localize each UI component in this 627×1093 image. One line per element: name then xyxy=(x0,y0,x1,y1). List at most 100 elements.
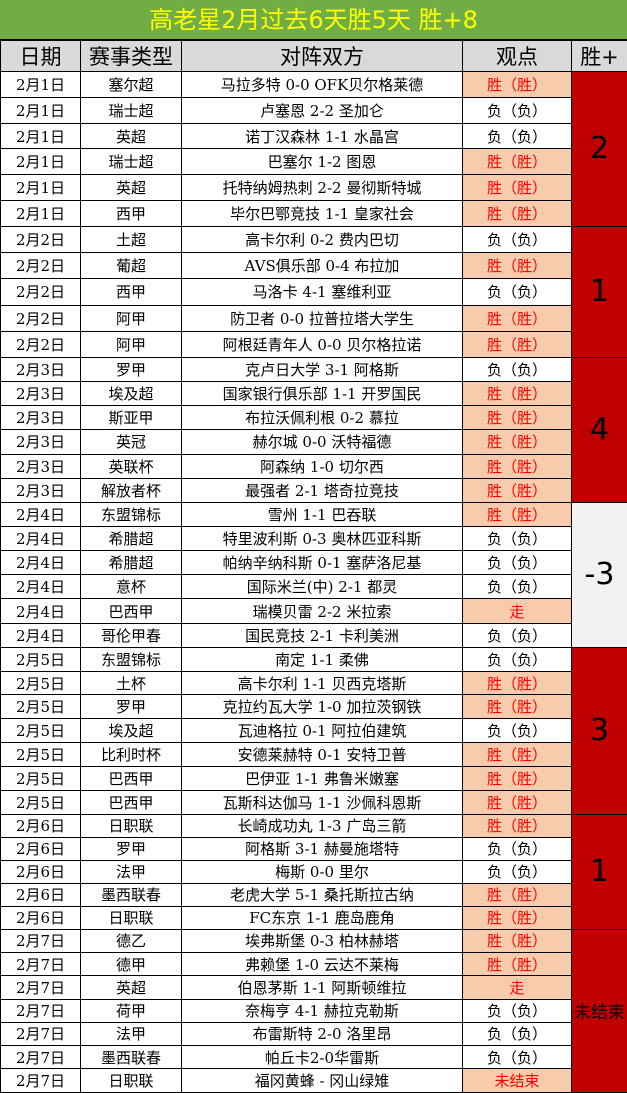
league-cell[interactable]: 英联杯 xyxy=(81,454,182,478)
match-cell[interactable]: 国际米兰(中) 2-1 都灵 xyxy=(182,575,463,599)
date-cell[interactable]: 2月3日 xyxy=(1,454,81,478)
league-cell[interactable]: 墨西联春 xyxy=(81,1046,182,1069)
match-cell[interactable]: 瓦斯科达伽马 1-1 沙佩科恩斯 xyxy=(182,790,463,814)
date-cell[interactable]: 2月3日 xyxy=(1,357,81,381)
view-cell[interactable]: 负（负） xyxy=(463,1046,572,1069)
league-cell[interactable]: 哥伦甲春 xyxy=(81,623,182,647)
match-cell[interactable]: 帕丘卡2-0华雷斯 xyxy=(182,1046,463,1069)
match-cell[interactable]: 高卡尔利 1-1 贝西克塔斯 xyxy=(182,671,463,695)
match-cell[interactable]: 卢塞恩 2-2 圣加仑 xyxy=(182,97,463,123)
match-cell[interactable]: 弗赖堡 1-0 云达不莱梅 xyxy=(182,952,463,975)
league-cell[interactable]: 埃及超 xyxy=(81,382,182,406)
date-cell[interactable]: 2月4日 xyxy=(1,623,81,647)
date-cell[interactable]: 2月7日 xyxy=(1,1022,81,1045)
view-cell[interactable]: 负（负） xyxy=(463,551,572,575)
match-cell[interactable]: 马洛卡 4-1 塞维利亚 xyxy=(182,279,463,305)
date-cell[interactable]: 2月1日 xyxy=(1,97,81,123)
league-cell[interactable]: 解放者杯 xyxy=(81,478,182,502)
match-cell[interactable]: 马拉多特 0-0 OFK贝尔格莱德 xyxy=(182,72,463,98)
league-cell[interactable]: 德乙 xyxy=(81,929,182,952)
view-cell[interactable]: 胜（胜） xyxy=(463,767,572,791)
date-cell[interactable]: 2月5日 xyxy=(1,767,81,791)
day-sum-cell[interactable]: 未结束 xyxy=(572,929,627,1092)
date-cell[interactable]: 2月4日 xyxy=(1,527,81,551)
date-cell[interactable]: 2月4日 xyxy=(1,599,81,623)
date-cell[interactable]: 2月7日 xyxy=(1,952,81,975)
date-cell[interactable]: 2月4日 xyxy=(1,551,81,575)
date-cell[interactable]: 2月6日 xyxy=(1,860,81,883)
day-sum-cell[interactable]: 4 xyxy=(572,357,627,502)
league-cell[interactable]: 阿甲 xyxy=(81,305,182,331)
match-cell[interactable]: 伯恩茅斯 1-1 阿斯顿维拉 xyxy=(182,976,463,999)
league-cell[interactable]: 巴西甲 xyxy=(81,767,182,791)
league-cell[interactable]: 埃及超 xyxy=(81,719,182,743)
view-cell[interactable]: 负（负） xyxy=(463,647,572,671)
match-cell[interactable]: 托特纳姆热刺 2-2 曼彻斯特城 xyxy=(182,175,463,201)
date-cell[interactable]: 2月6日 xyxy=(1,837,81,860)
date-cell[interactable]: 2月2日 xyxy=(1,331,81,357)
view-cell[interactable]: 胜（胜） xyxy=(463,906,572,929)
league-cell[interactable]: 罗甲 xyxy=(81,357,182,381)
league-cell[interactable]: 土杯 xyxy=(81,671,182,695)
match-cell[interactable]: 长崎成功丸 1-3 广岛三箭 xyxy=(182,814,463,837)
date-cell[interactable]: 2月4日 xyxy=(1,502,81,526)
view-cell[interactable]: 负（负） xyxy=(463,860,572,883)
date-cell[interactable]: 2月1日 xyxy=(1,175,81,201)
date-cell[interactable]: 2月5日 xyxy=(1,743,81,767)
view-cell[interactable]: 负（负） xyxy=(463,123,572,149)
date-cell[interactable]: 2月2日 xyxy=(1,226,81,252)
league-cell[interactable]: 墨西联春 xyxy=(81,883,182,906)
match-cell[interactable]: 福冈黄蜂 - 冈山绿雉 xyxy=(182,1069,463,1092)
view-cell[interactable]: 胜（胜） xyxy=(463,929,572,952)
view-cell[interactable]: 负（负） xyxy=(463,97,572,123)
match-cell[interactable]: 瑞模贝雷 2-2 米拉索 xyxy=(182,599,463,623)
view-cell[interactable]: 负（负） xyxy=(463,999,572,1022)
match-cell[interactable]: 老虎大学 5-1 桑托斯拉古纳 xyxy=(182,883,463,906)
match-cell[interactable]: 阿根廷青年人 0-0 贝尔格拉诺 xyxy=(182,331,463,357)
match-cell[interactable]: 阿格斯 3-1 赫曼施塔特 xyxy=(182,837,463,860)
match-cell[interactable]: 南定 1-1 柔佛 xyxy=(182,647,463,671)
league-cell[interactable]: 意杯 xyxy=(81,575,182,599)
league-cell[interactable]: 瑞士超 xyxy=(81,149,182,175)
match-cell[interactable]: 诺丁汉森林 1-1 水晶宫 xyxy=(182,123,463,149)
match-cell[interactable]: 防卫者 0-0 拉普拉塔大学生 xyxy=(182,305,463,331)
view-cell[interactable]: 胜（胜） xyxy=(463,175,572,201)
match-cell[interactable]: 安德莱赫特 0-1 安特卫普 xyxy=(182,743,463,767)
league-cell[interactable]: 日职联 xyxy=(81,1069,182,1092)
match-cell[interactable]: 巴塞尔 1-2 图恩 xyxy=(182,149,463,175)
date-cell[interactable]: 2月5日 xyxy=(1,671,81,695)
view-cell[interactable]: 负（负） xyxy=(463,719,572,743)
match-cell[interactable]: 特里波利斯 0-3 奥林匹亚科斯 xyxy=(182,527,463,551)
day-sum-cell[interactable]: 3 xyxy=(572,647,627,814)
date-cell[interactable]: 2月7日 xyxy=(1,999,81,1022)
league-cell[interactable]: 阿甲 xyxy=(81,331,182,357)
league-cell[interactable]: 巴西甲 xyxy=(81,790,182,814)
date-cell[interactable]: 2月7日 xyxy=(1,976,81,999)
day-sum-cell[interactable]: -3 xyxy=(572,502,627,647)
league-cell[interactable]: 比利时杯 xyxy=(81,743,182,767)
league-cell[interactable]: 巴西甲 xyxy=(81,599,182,623)
date-cell[interactable]: 2月3日 xyxy=(1,430,81,454)
view-cell[interactable]: 胜（胜） xyxy=(463,253,572,279)
league-cell[interactable]: 法甲 xyxy=(81,860,182,883)
date-cell[interactable]: 2月2日 xyxy=(1,279,81,305)
match-cell[interactable]: 埃弗斯堡 0-3 柏林赫塔 xyxy=(182,929,463,952)
match-cell[interactable]: 毕尔巴鄂竞技 1-1 皇家社会 xyxy=(182,201,463,227)
match-cell[interactable]: 布拉沃佩利根 0-2 慕拉 xyxy=(182,406,463,430)
view-cell[interactable]: 胜（胜） xyxy=(463,454,572,478)
match-cell[interactable]: 最强者 2-1 塔奇拉竞技 xyxy=(182,478,463,502)
league-cell[interactable]: 土超 xyxy=(81,226,182,252)
view-cell[interactable]: 胜（胜） xyxy=(463,305,572,331)
league-cell[interactable]: 英超 xyxy=(81,175,182,201)
view-cell[interactable]: 胜（胜） xyxy=(463,695,572,719)
date-cell[interactable]: 2月3日 xyxy=(1,406,81,430)
view-cell[interactable]: 胜（胜） xyxy=(463,331,572,357)
view-cell[interactable]: 胜（胜） xyxy=(463,743,572,767)
date-cell[interactable]: 2月1日 xyxy=(1,123,81,149)
league-cell[interactable]: 荷甲 xyxy=(81,999,182,1022)
match-cell[interactable]: 阿森纳 1-0 切尔西 xyxy=(182,454,463,478)
view-cell[interactable]: 胜（胜） xyxy=(463,430,572,454)
view-cell[interactable]: 负（负） xyxy=(463,1022,572,1045)
view-cell[interactable]: 负（负） xyxy=(463,575,572,599)
date-cell[interactable]: 2月2日 xyxy=(1,253,81,279)
